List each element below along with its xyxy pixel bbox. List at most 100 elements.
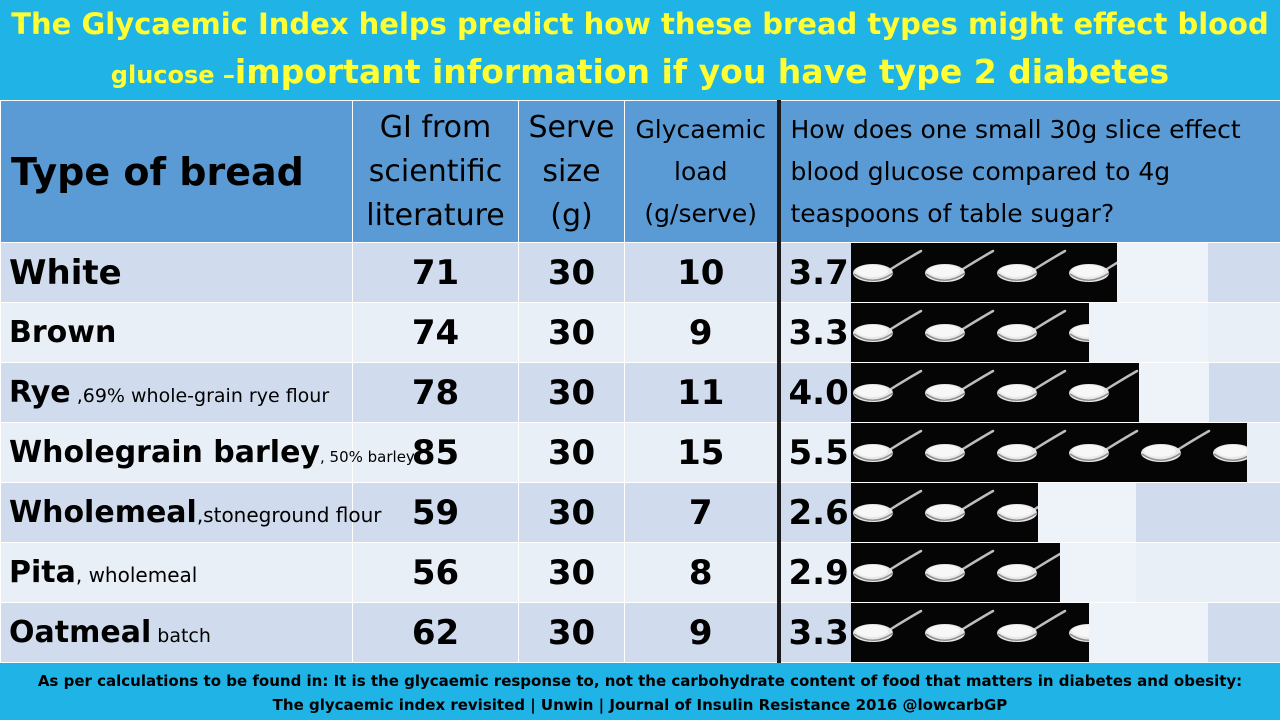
teaspoon-sugar-icon (994, 243, 1067, 302)
teaspoon-sugar-icon (1066, 603, 1089, 662)
title-line-2-emphasis: important information if you have type 2… (234, 52, 1170, 91)
teaspoon-comparison-cell: 2.6 (778, 482, 1280, 543)
header-serve: Serve size (g) (518, 100, 625, 243)
teaspoon-sugar-icon (1138, 423, 1211, 482)
header-gl-line: (g/serve) (644, 198, 758, 228)
teaspoon-sugar-icon (922, 483, 995, 542)
header-compare-line: How does one small 30g slice effect (790, 114, 1241, 144)
serve-size-cell: 30 (518, 302, 625, 363)
serve-size-cell: 30 (518, 602, 625, 663)
title-line-2: glucose –important information if you ha… (0, 50, 1280, 100)
glycaemic-load-cell: 7 (624, 482, 781, 543)
title-line-1: The Glycaemic Index helps predict how th… (11, 7, 1269, 41)
header-gl-line: load (674, 156, 728, 186)
header-type: Type of bread (0, 100, 353, 243)
glycaemic-load-cell: 11 (624, 362, 781, 423)
serve-size-cell: 30 (518, 422, 625, 483)
teaspoon-comparison-cell: 3.7 (778, 242, 1280, 303)
teaspoons-value: 2.6 (788, 492, 849, 533)
citation-line-1: As per calculations to be found in: It i… (37, 672, 1243, 690)
citation-line-2: The glycaemic index revisited | Unwin | … (272, 696, 1008, 714)
teaspoons-value: 3.3 (788, 612, 849, 653)
teaspoon-sugar-icon (850, 423, 923, 482)
teaspoon-sugar-icon (850, 363, 923, 422)
teaspoon-comparison-cell: 2.9 (778, 542, 1280, 603)
teaspoon-bar (850, 543, 1211, 602)
serve-size-cell: 30 (518, 362, 625, 423)
table-row: Oatmeal batch 62 30 9 3.3 (0, 602, 1280, 663)
header-compare-line: blood glucose compared to 4g (790, 156, 1171, 186)
teaspoon-comparison-cell: 3.3 (778, 602, 1280, 663)
table-row: Wholemeal,stoneground flour 59 30 7 2.6 (0, 482, 1280, 543)
teaspoon-bar-remainder (1088, 603, 1209, 662)
teaspoon-sugar-icon (850, 303, 923, 362)
teaspoon-bar-remainder (1037, 483, 1137, 542)
serve-size-cell: 30 (518, 542, 625, 603)
bread-gi-table: Type of bread GI from scientific literat… (0, 100, 1280, 663)
teaspoon-sugar-icon (1066, 303, 1089, 362)
teaspoon-sugar-icon (1066, 363, 1139, 422)
teaspoon-bar (850, 303, 1211, 362)
bread-type-cell: White (0, 242, 353, 303)
bread-type-cell: Rye ,69% whole-grain rye flour (0, 362, 353, 423)
bread-name: Pita (9, 555, 76, 590)
bread-name: Oatmeal (9, 615, 152, 650)
bread-note: batch (151, 625, 211, 647)
title-line-2-lead: glucose – (110, 61, 235, 89)
teaspoon-bar (850, 483, 1211, 542)
teaspoon-bar-remainder (1088, 303, 1209, 362)
teaspoon-bar (850, 363, 1211, 422)
teaspoon-sugar-icon (922, 603, 995, 662)
header-gi-line: scientific (368, 153, 503, 189)
header-serve-line: Serve (528, 109, 615, 145)
bread-type-cell: Oatmeal batch (0, 602, 353, 663)
gi-cell: 74 (352, 302, 519, 363)
teaspoon-sugar-icon (850, 483, 923, 542)
teaspoon-sugar-icon (1210, 423, 1247, 482)
bread-note: ,69% whole-grain rye flour (70, 385, 330, 407)
header-gl-line: Glycaemic (635, 114, 767, 144)
gi-cell: 59 (352, 482, 519, 543)
teaspoon-sugar-icon (1066, 423, 1139, 482)
table-row: Pita, wholemeal 56 30 8 2.9 (0, 542, 1280, 603)
serve-size-cell: 30 (518, 482, 625, 543)
teaspoon-sugar-icon (994, 483, 1038, 542)
gi-cell: 62 (352, 602, 519, 663)
teaspoon-sugar-icon (922, 243, 995, 302)
header-row: Type of bread GI from scientific literat… (0, 100, 1280, 243)
teaspoon-sugar-icon (922, 423, 995, 482)
gi-cell: 85 (352, 422, 519, 483)
teaspoon-sugar-icon (850, 243, 923, 302)
teaspoon-comparison-cell: 3.3 (778, 302, 1280, 363)
glycaemic-load-cell: 15 (624, 422, 781, 483)
header-gi: GI from scientific literature (352, 100, 519, 243)
teaspoon-comparison-cell: 4.0 (778, 362, 1280, 423)
header-compare-line: teaspoons of table sugar? (790, 198, 1115, 228)
teaspoon-bar-remainder (1116, 243, 1209, 302)
teaspoon-bar-remainder (1059, 543, 1137, 602)
citation-footer: As per calculations to be found in: It i… (0, 664, 1280, 720)
bread-name: Brown (9, 315, 117, 350)
header-serve-line: size (542, 153, 601, 189)
header-glycaemic-load: Glycaemic load (g/serve) (624, 100, 781, 243)
header-gi-line: literature (366, 197, 505, 233)
bread-type-cell: Wholemeal,stoneground flour (0, 482, 382, 543)
serve-size-cell: 30 (518, 242, 625, 303)
teaspoon-sugar-icon (850, 603, 923, 662)
gi-cell: 71 (352, 242, 519, 303)
teaspoon-sugar-icon (994, 423, 1067, 482)
teaspoon-sugar-icon (922, 543, 995, 602)
gi-cell: 56 (352, 542, 519, 603)
bread-type-cell: Wholegrain barley, 50% barley (0, 422, 415, 483)
teaspoons-value: 3.7 (788, 252, 849, 293)
teaspoon-bar (850, 603, 1211, 662)
table-row: Rye ,69% whole-grain rye flour 78 30 11 4.0 (0, 362, 1280, 423)
table-row: Wholegrain barley, 50% barley 85 30 15 5.5 (0, 422, 1280, 483)
bread-note: ,stoneground flour (196, 503, 382, 527)
header-gi-line: GI from (379, 109, 492, 145)
table-row: White 71 30 10 3.7 (0, 242, 1280, 303)
teaspoons-value: 5.5 (788, 432, 849, 473)
gi-cell: 78 (352, 362, 519, 423)
bread-note: , 50% barley (320, 448, 415, 466)
title-banner: The Glycaemic Index helps predict how th… (0, 0, 1280, 100)
